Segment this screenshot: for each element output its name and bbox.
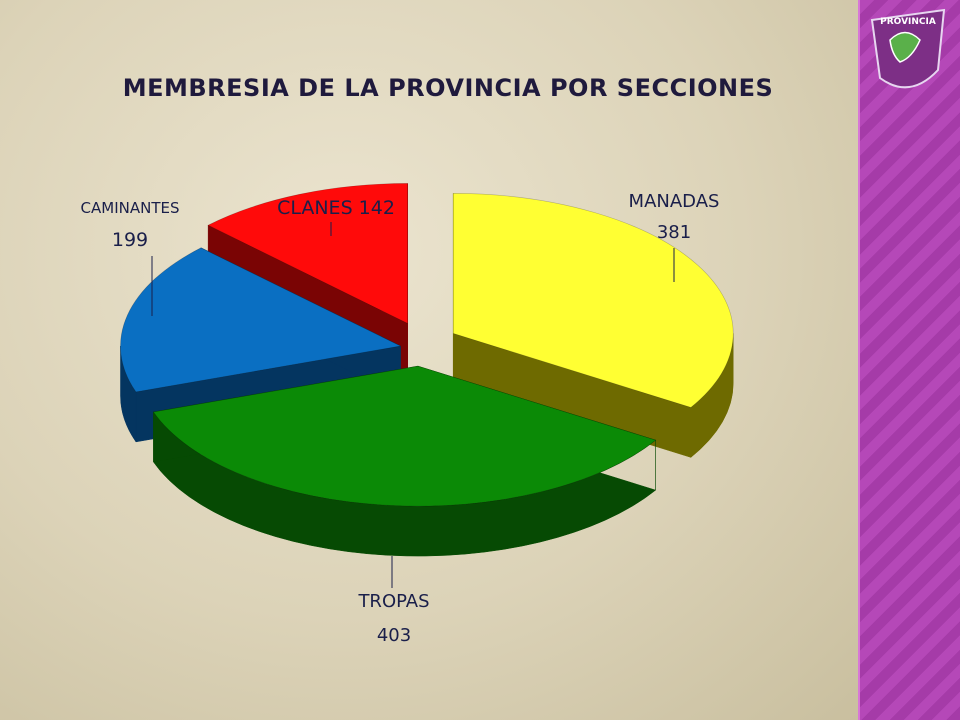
slice-caminantes	[120, 247, 402, 393]
data-label-tropas-value: 403	[377, 625, 411, 646]
leader-lines	[151, 222, 675, 588]
province-logo-icon: PROVINCIA	[870, 8, 946, 89]
slice-tropas	[152, 365, 657, 507]
data-label-clanes-name: CLANES 142	[277, 197, 395, 219]
data-labels: MANADAS 381 TROPAS 403 CAMINANTES 199 CLANES 1…	[81, 191, 720, 646]
pie-chart: MANADAS 381 TROPAS 403 CAMINANTES 199 CLANES 1…	[81, 183, 734, 646]
data-label-caminantes-value: 199	[112, 229, 148, 251]
slice-clanes	[207, 183, 408, 324]
data-label-tropas-name: TROPAS	[357, 591, 429, 612]
data-label-caminantes-name: CAMINANTES	[81, 199, 180, 217]
data-label-manadas-name: MANADAS	[629, 191, 720, 212]
chart-title: MEMBRESIA DE LA PROVINCIA POR SECCIONES	[122, 74, 774, 102]
slice-manadas	[452, 193, 734, 408]
pie-tops	[120, 183, 734, 507]
logo-text: PROVINCIA	[880, 17, 936, 27]
data-label-manadas-value: 381	[657, 222, 691, 243]
sidebar-stripe: PROVINCIA	[858, 0, 960, 720]
